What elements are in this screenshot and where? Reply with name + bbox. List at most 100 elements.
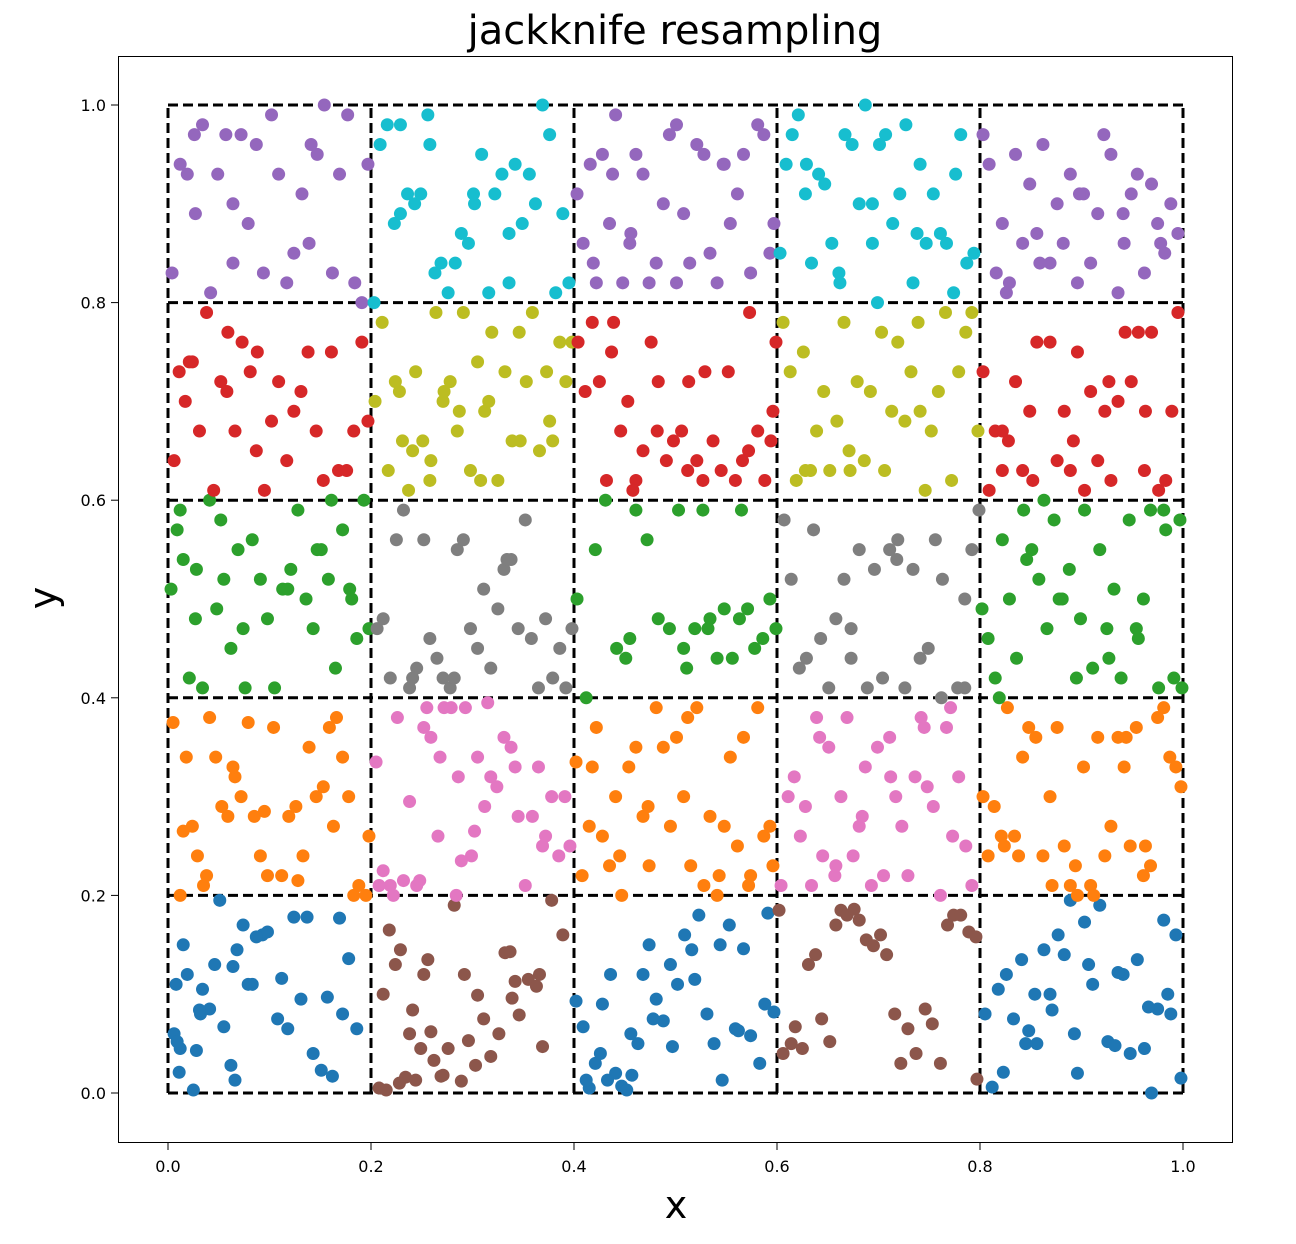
scatter-point xyxy=(546,434,560,448)
scatter-point xyxy=(598,493,612,507)
scatter-point xyxy=(1124,187,1138,201)
scatter-point xyxy=(883,730,897,744)
scatter-point xyxy=(449,888,463,902)
scatter-point xyxy=(540,365,554,379)
scatter-point xyxy=(1070,1066,1084,1080)
scatter-point xyxy=(663,958,677,972)
scatter-point xyxy=(272,167,286,181)
scatter-point xyxy=(1157,913,1171,927)
scatter-point xyxy=(879,128,893,142)
scatter-point xyxy=(189,1044,203,1058)
scatter-point xyxy=(532,444,546,458)
scatter-point xyxy=(847,902,861,916)
cell-series-4 xyxy=(978,893,1188,1100)
scatter-point xyxy=(347,888,361,902)
scatter-point xyxy=(769,335,783,349)
scatter-point xyxy=(289,799,303,813)
scatter-point xyxy=(190,849,204,863)
scatter-point xyxy=(180,967,194,981)
scatter-point xyxy=(681,464,695,478)
scatter-point xyxy=(367,296,381,310)
scatter-point xyxy=(245,533,259,547)
scatter-point xyxy=(751,701,765,715)
scatter-point xyxy=(620,1083,634,1097)
scatter-point xyxy=(228,770,242,784)
scatter-point xyxy=(1097,128,1111,142)
scatter-point xyxy=(396,874,410,888)
scatter-point xyxy=(670,118,684,132)
scatter-point xyxy=(471,355,485,369)
scatter-point xyxy=(552,849,566,863)
scatter-point xyxy=(926,799,940,813)
scatter-point xyxy=(546,671,560,685)
x-axis-label: x xyxy=(665,1183,688,1227)
scatter-point xyxy=(328,661,342,675)
scatter-point xyxy=(545,893,559,907)
y-tick-label: 0.2 xyxy=(81,886,106,905)
scatter-point xyxy=(513,434,527,448)
scatter-point xyxy=(416,434,430,448)
scatter-point xyxy=(595,147,609,161)
scatter-point xyxy=(1029,730,1043,744)
scatter-point xyxy=(928,533,942,547)
scatter-point xyxy=(934,691,948,705)
scatter-point xyxy=(616,276,630,290)
scatter-point xyxy=(528,197,542,211)
scatter-point xyxy=(1057,404,1071,418)
scatter-point xyxy=(592,375,606,389)
scatter-point xyxy=(417,967,431,981)
scatter-point xyxy=(317,98,331,112)
scatter-point xyxy=(245,977,259,991)
scatter-point xyxy=(553,641,567,655)
scatter-point xyxy=(287,404,301,418)
x-tick-label: 0.4 xyxy=(561,1157,586,1176)
scatter-point xyxy=(203,711,217,725)
scatter-point xyxy=(941,918,955,932)
cell-series-3 xyxy=(772,902,984,1086)
scatter-point xyxy=(294,385,308,399)
scatter-point xyxy=(556,207,570,221)
x-axis-ticks: 0.0 0.2 0.4 0.6 0.8 1.0 xyxy=(155,1143,1196,1176)
scatter-point xyxy=(519,375,533,389)
scatter-point xyxy=(1056,236,1070,250)
scatter-point xyxy=(576,236,590,250)
scatter-point xyxy=(179,750,193,764)
scatter-point xyxy=(379,1083,393,1097)
scatter-point xyxy=(919,236,933,250)
scatter-point xyxy=(757,829,771,843)
scatter-point xyxy=(1040,622,1054,636)
scatter-point xyxy=(842,444,856,458)
scatter-point xyxy=(829,612,843,626)
scatter-point xyxy=(403,1027,417,1041)
scatter-point xyxy=(203,1002,217,1016)
scatter-point xyxy=(629,503,643,517)
scatter-point xyxy=(812,167,826,181)
scatter-point xyxy=(994,829,1008,843)
scatter-point xyxy=(249,930,263,944)
scatter-point xyxy=(1108,1039,1122,1053)
scatter-point xyxy=(828,869,842,883)
scatter-point xyxy=(376,987,390,1001)
scatter-point xyxy=(1137,266,1151,280)
scatter-point xyxy=(166,716,180,729)
scatter-point xyxy=(536,839,550,853)
scatter-point xyxy=(492,1027,506,1041)
scatter-point xyxy=(204,286,218,300)
scatter-point xyxy=(823,464,837,478)
scatter-point xyxy=(443,375,457,389)
scatter-point xyxy=(1091,730,1105,744)
scatter-point xyxy=(1131,632,1145,646)
scatter-point xyxy=(1137,464,1151,478)
scatter-point xyxy=(753,1056,767,1070)
scatter-point xyxy=(361,414,375,428)
scatter-point xyxy=(454,1074,468,1088)
scatter-point xyxy=(588,543,602,557)
scatter-point xyxy=(1118,325,1132,339)
scatter-point xyxy=(329,711,343,725)
scatter-point xyxy=(280,454,294,468)
scatter-point xyxy=(414,187,428,201)
scatter-point xyxy=(703,809,717,823)
scatter-point xyxy=(600,1073,614,1087)
scatter-point xyxy=(649,992,663,1006)
